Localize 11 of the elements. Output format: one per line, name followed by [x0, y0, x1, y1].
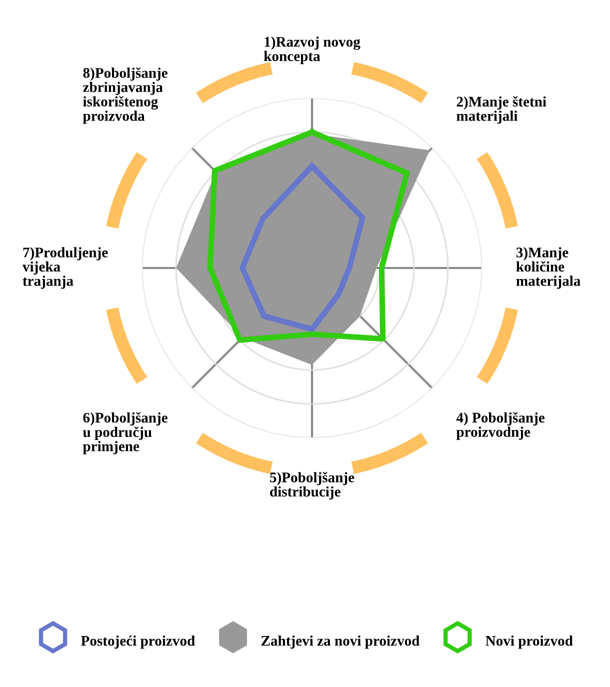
spoke-label: 3)Manje količine materijala [516, 247, 580, 289]
spoke-label: 8)Poboljšanje zbrinjavanja iskorištenog proizvoda [82, 67, 168, 124]
legend-label: Zahtjevi za novi proizvod [261, 635, 420, 649]
spoke-label: 5)Poboljšanje distribucije [270, 472, 354, 500]
spoke-label: 7)Produljenje vijeka trajanja [22, 247, 108, 289]
spoke-label: 6)Poboljšanje u području primjene [82, 412, 168, 454]
legend-label: Postojeći proizvod [81, 635, 195, 649]
spoke-label: 1)Razvoj novog koncepta [264, 36, 360, 64]
spoke-label: 2)Manje štetni materijali [456, 96, 546, 124]
spoke-label: 4) Poboljšanje proizvodnje [456, 412, 545, 440]
legend-label: Novi proizvod [486, 635, 573, 649]
